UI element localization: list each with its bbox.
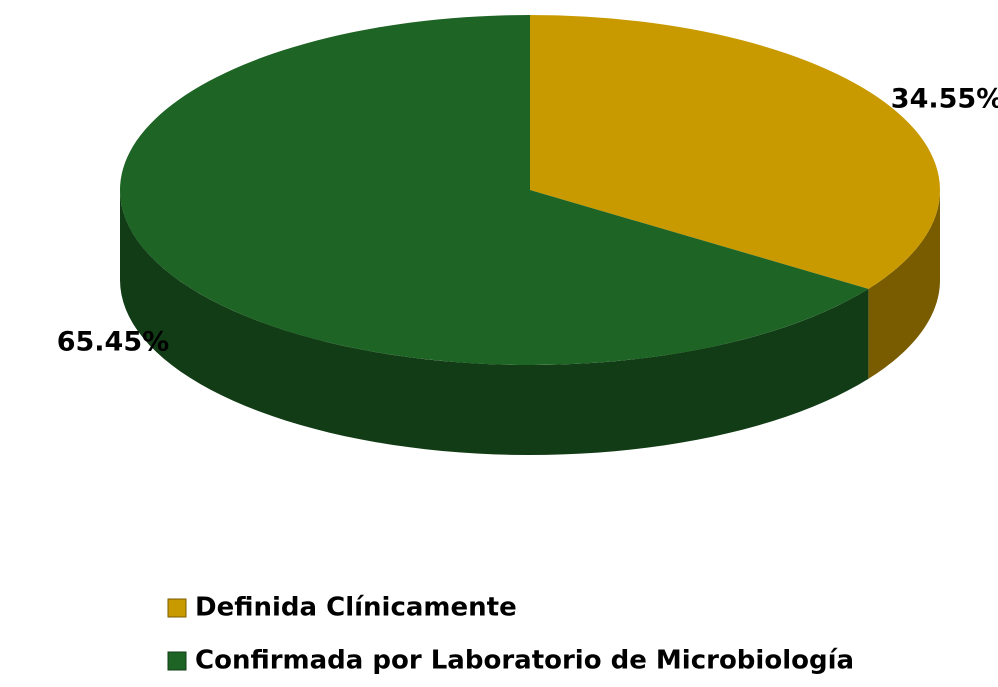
- slice: [119, 15, 869, 365]
- legend-swatch: [167, 651, 187, 671]
- slice-side: [120, 190, 869, 455]
- legend-label: Definida Clínicamente: [195, 593, 517, 623]
- data-label: 34.55%: [891, 84, 998, 115]
- legend-label: Confirmada por Laboratorio de Microbiolo…: [195, 646, 854, 676]
- data-label: 65.45%: [57, 326, 169, 357]
- legend-swatch: [167, 598, 187, 618]
- slice: [530, 15, 940, 289]
- slice-side: [868, 190, 940, 379]
